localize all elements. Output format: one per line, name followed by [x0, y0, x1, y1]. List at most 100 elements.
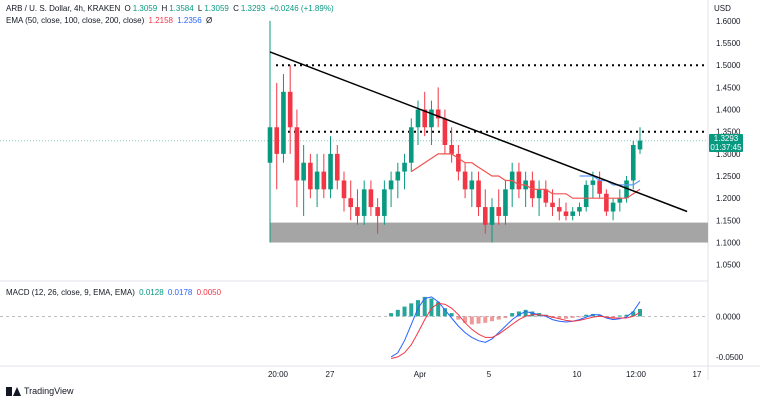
candle-body-29 — [462, 171, 468, 190]
candle-body-27 — [449, 145, 454, 154]
macd-histogram-bar-38 — [523, 309, 528, 317]
ema100-line — [579, 175, 641, 186]
macd-histogram-bar-49 — [597, 314, 602, 317]
candle-body-8 — [321, 171, 327, 190]
price-tick-8: 1.2000 — [716, 194, 741, 203]
candle-body-15 — [368, 189, 374, 208]
time-tick-0: 20:00 — [268, 370, 289, 379]
candle-body-40 — [536, 189, 542, 199]
time-tick-1: 27 — [326, 370, 335, 379]
macd-signal-line — [390, 302, 641, 359]
candle-body-42 — [550, 202, 555, 208]
candle-body-22 — [415, 109, 421, 128]
candle-body-54 — [630, 145, 636, 181]
macd-histogram-bar-46 — [577, 316, 582, 318]
price-tick-7: 1.2500 — [716, 172, 741, 181]
macd-histogram-bar-32 — [483, 316, 488, 323]
last-price-tag: 1.3293 01:37:45 — [709, 134, 743, 152]
macd-histogram-bar-54 — [631, 311, 636, 317]
candle-body-17 — [382, 189, 387, 216]
candle-body-34 — [496, 207, 502, 216]
low-value: 1.3059 — [204, 4, 229, 13]
macd-tick-1: -0.0500 — [716, 353, 744, 362]
candle-body-31 — [476, 180, 481, 208]
price-tick-9: 1.1500 — [716, 216, 741, 225]
macd-histogram-bar-20 — [402, 306, 407, 317]
price-tick-10: 1.1000 — [716, 239, 741, 248]
price-tick-6: 1.3000 — [716, 150, 741, 159]
macd-histogram-bar-31 — [476, 316, 481, 324]
macd-line — [390, 296, 641, 358]
descending-trendline — [269, 51, 688, 213]
candle-body-5 — [301, 162, 306, 181]
candle-body-47 — [583, 184, 589, 208]
symbol-name: ARB / U. S. Dollar, 4h, KRAKEN — [6, 4, 121, 13]
macd-histogram-bar-33 — [490, 316, 494, 322]
time-tick-4: 10 — [573, 370, 582, 379]
macd-histogram-bar-30 — [469, 316, 474, 325]
close-label: C — [233, 4, 239, 13]
candle-body-45 — [570, 211, 576, 216]
macd-histogram-bar-44 — [564, 316, 568, 319]
candle-body-55 — [637, 140, 643, 150]
legend-ema: EMA (50, close, 100, close, 200, close) … — [6, 16, 214, 26]
macd-value-2: 0.0178 — [167, 288, 193, 297]
tradingview-logo-icon — [6, 386, 21, 396]
macd-histogram-bar-39 — [530, 311, 535, 317]
time-tick-5: 12:00 — [626, 370, 647, 379]
legend-macd: MACD (12, 26, close, 9, EMA, EMA) 0.0128… — [6, 288, 223, 298]
candle-body-6 — [308, 162, 313, 190]
macd-histogram-bar-29 — [463, 316, 468, 323]
candle-body-20 — [402, 162, 407, 172]
macd-histogram-bar-21 — [409, 303, 414, 317]
macd-value-3: 0.0050 — [196, 288, 222, 297]
ema-value-3: Ø — [205, 16, 213, 25]
candle-body-11 — [341, 180, 347, 199]
candle-body-7 — [314, 171, 320, 190]
candle-body-28 — [456, 153, 461, 172]
ema-value-2: 1.2356 — [177, 16, 202, 25]
macd-value-1: 0.0128 — [139, 288, 164, 297]
candle-body-49 — [597, 180, 602, 194]
candle-body-19 — [395, 171, 401, 181]
macd-histogram-bar-52 — [617, 315, 622, 317]
change-value: +0.0246 (+1.89%) — [269, 4, 334, 13]
price-tick-11: 1.0500 — [716, 261, 741, 270]
macd-histogram-bar-47 — [584, 314, 589, 317]
candle-body-50 — [604, 193, 609, 212]
time-tick-6: 17 — [693, 370, 702, 379]
ema50-line — [410, 153, 641, 199]
macd-histogram-bar-19 — [395, 309, 400, 317]
close-value: 1.3293 — [240, 4, 266, 13]
macd-histogram-bar-43 — [557, 316, 562, 319]
candle-body-1 — [274, 127, 280, 154]
open-label: O — [124, 4, 131, 13]
macd-label: MACD (12, 26, close, 9, EMA, EMA) — [6, 288, 135, 297]
price-tick-5: 1.3500 — [716, 128, 741, 137]
ema-value-1: 1.2158 — [148, 16, 173, 25]
price-tick-0: 1.6000 — [716, 17, 741, 26]
open-value: 1.3059 — [132, 4, 158, 13]
candle-body-30 — [469, 180, 475, 190]
macd-histogram-bar-26 — [442, 308, 447, 317]
high-label: H — [161, 4, 168, 13]
tradingview-logo[interactable]: TradingView — [6, 386, 74, 396]
macd-histogram-bar-35 — [503, 316, 508, 318]
price-tick-3: 1.4500 — [716, 83, 741, 92]
candle-body-23 — [422, 109, 428, 128]
macd-histogram-bar-34 — [496, 316, 501, 320]
candle-body-2 — [281, 91, 286, 154]
candle-body-13 — [355, 207, 360, 216]
candle-body-37 — [516, 171, 522, 190]
candle-body-33 — [489, 207, 495, 225]
candle-body-53 — [624, 180, 629, 199]
candle-body-4 — [294, 127, 300, 181]
candle-body-46 — [577, 207, 582, 212]
candle-body-3 — [287, 91, 293, 128]
macd-histogram-bar-24 — [429, 298, 434, 317]
macd-histogram-bar-45 — [570, 316, 575, 318]
candle-body-21 — [408, 127, 414, 163]
time-tick-3: 5 — [487, 370, 492, 379]
currency-label: USD — [714, 4, 731, 13]
